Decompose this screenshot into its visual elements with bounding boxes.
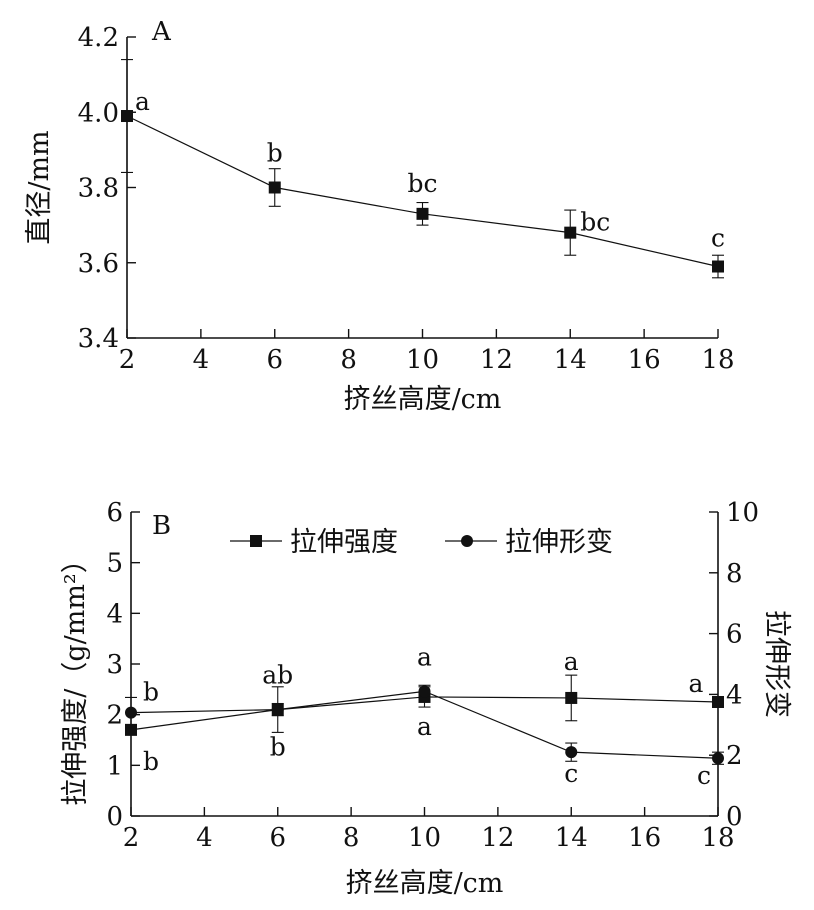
chart-panel-b: 2 4 6 8 10 12 14 16 1801234560246810挤丝高度/cm拉伸强度/… [60, 498, 792, 899]
panel-label: B [152, 511, 171, 541]
x-tick-label: 8 [343, 823, 360, 853]
left-y-tick-label: 1 [106, 751, 123, 781]
y-tick-label: 4.2 [78, 23, 119, 53]
left-y-tick-label: 6 [106, 498, 123, 528]
x-tick-label: 6 [266, 345, 283, 375]
data-point-circle [271, 703, 284, 716]
y-tick-label: 4.0 [78, 98, 119, 128]
left-y-tick-label: 3 [106, 650, 123, 680]
legend: 拉伸强度 拉伸形变 [230, 527, 613, 558]
significance-label: b [143, 747, 159, 776]
significance-label: b [143, 678, 159, 707]
left-y-tick-label: 2 [106, 701, 123, 731]
right-y-tick-label: 6 [726, 620, 743, 650]
x-tick-label: 2 [119, 345, 136, 375]
x-tick-label: 14 [555, 823, 588, 853]
right-y-axis-title: 拉伸形变 [761, 610, 792, 718]
x-tick-label: 16 [628, 345, 661, 375]
significance-label: a [135, 87, 150, 116]
significance-label: b [270, 733, 286, 762]
significance-label: c [697, 761, 711, 790]
data-point-square [121, 110, 133, 123]
right-y-tick-label: 10 [726, 498, 759, 528]
x-tick-label: 4 [193, 345, 210, 375]
legend-marker-circle [461, 535, 473, 547]
significance-label: a [564, 647, 579, 676]
x-tick-label: 6 [269, 823, 286, 853]
x-tick-label: 18 [701, 345, 734, 375]
right-y-tick-label: 4 [726, 680, 743, 710]
significance-label: bc [407, 169, 437, 198]
y-tick-label: 3.8 [78, 174, 119, 204]
right-y-tick-label: 2 [726, 741, 743, 771]
x-tick-label: 4 [196, 823, 213, 853]
left-y-tick-label: 5 [106, 549, 123, 579]
x-tick-label: 2 [123, 823, 140, 853]
data-point-circle [418, 685, 431, 698]
data-point-square [416, 207, 429, 220]
data-point-square [564, 226, 577, 239]
significance-label: a [417, 642, 432, 671]
legend-marker-square [250, 535, 262, 547]
right-y-tick-label: 0 [726, 802, 743, 832]
left-y-tick-label: 0 [106, 802, 123, 832]
y-tick-label: 3.6 [78, 249, 119, 279]
x-tick-label: 10 [406, 345, 439, 375]
significance-label: a [417, 712, 432, 741]
x-axis-title: 挤丝高度/cm [344, 384, 502, 415]
left-y-tick-label: 4 [106, 599, 123, 629]
data-point-circle [565, 746, 578, 759]
significance-label: a [689, 669, 704, 698]
significance-label: b [267, 139, 283, 168]
significance-label: c [564, 759, 578, 788]
data-point-square [565, 691, 578, 704]
y-axis-title: 直径/mm [24, 130, 55, 244]
x-tick-label: 16 [628, 823, 661, 853]
chart-panel-a: 2 4 6 8 10 12 14 16 18 3.4 3.6 3.8 4.0 4.2 挤丝高度/cm 直径/m… [24, 17, 735, 415]
x-axis-title: 挤丝高度/cm [346, 868, 504, 899]
data-point-circle [125, 706, 137, 719]
significance-label: bc [580, 208, 610, 237]
y-tick-label: 3.4 [78, 324, 119, 354]
legend-label-deformation: 拉伸形变 [505, 527, 613, 558]
data-point-circle [712, 752, 724, 765]
x-tick-label: 12 [481, 823, 514, 853]
panel-label: A [151, 17, 172, 47]
left-y-axis-title: 拉伸强度/（g/mm²） [60, 546, 91, 806]
data-point-square [712, 260, 724, 273]
significance-label: ab [262, 661, 293, 690]
data-point-square [712, 696, 724, 708]
significance-label: c [711, 224, 725, 253]
legend-label-strength: 拉伸强度 [290, 527, 398, 558]
data-point-square [125, 723, 137, 736]
x-tick-label: 8 [340, 345, 357, 375]
right-y-tick-label: 8 [726, 559, 743, 589]
x-tick-label: 12 [480, 345, 513, 375]
x-tick-label: 10 [408, 823, 441, 853]
data-point-square [268, 181, 281, 194]
x-tick-label: 18 [701, 823, 734, 853]
x-tick-label: 14 [554, 345, 587, 375]
